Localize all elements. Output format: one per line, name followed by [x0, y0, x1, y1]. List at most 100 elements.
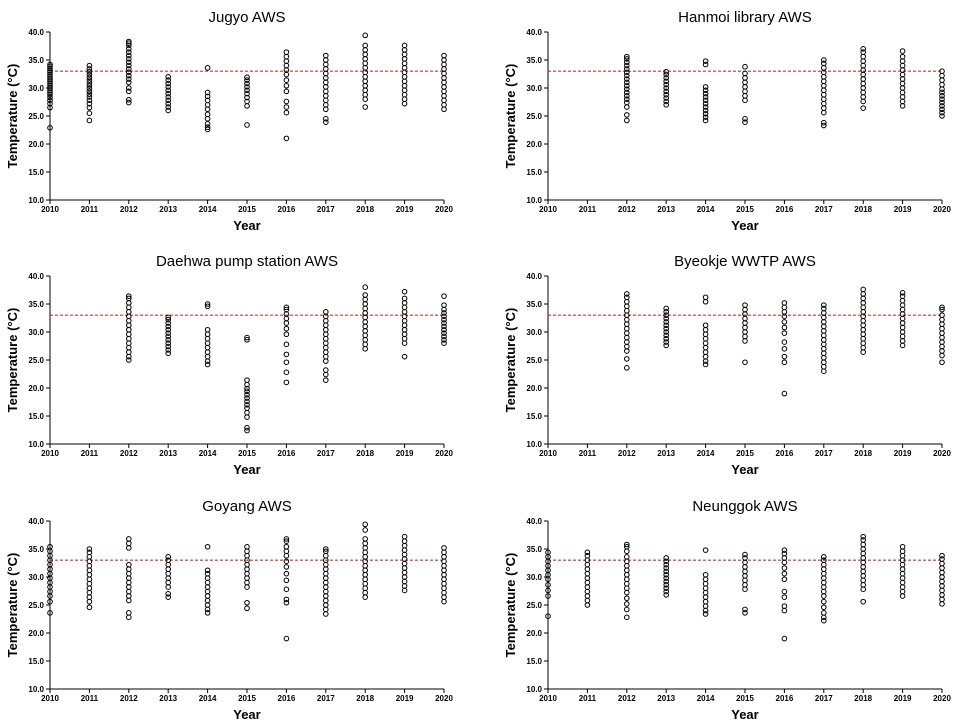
x-tick-label: 2017 — [317, 449, 335, 458]
data-point — [860, 98, 867, 105]
data-point — [283, 341, 290, 348]
x-tick-label: 2019 — [894, 694, 912, 703]
data-point — [860, 573, 867, 579]
data-point — [742, 586, 748, 593]
data-point — [165, 87, 171, 94]
data-point — [441, 106, 447, 113]
x-tick-label: 2020 — [435, 205, 453, 214]
data-point — [624, 69, 630, 76]
data-point — [244, 77, 250, 83]
data-point — [663, 305, 669, 312]
data-point — [126, 340, 132, 346]
data-point — [47, 63, 53, 69]
y-tick-label: 35.0 — [28, 300, 44, 309]
x-tick-label: 2013 — [657, 449, 675, 458]
data-point — [204, 102, 211, 108]
data-point — [939, 81, 945, 88]
data-point — [441, 70, 447, 77]
data-point — [939, 560, 945, 567]
data-point — [244, 579, 250, 586]
data-point — [742, 306, 748, 313]
data-point — [401, 288, 408, 295]
data-point — [939, 556, 945, 562]
y-axis-title: Temperature (°C) — [503, 553, 518, 658]
data-point — [860, 541, 867, 548]
data-point — [86, 74, 93, 81]
data-point — [441, 330, 447, 336]
data-point — [47, 610, 53, 616]
data-point — [47, 598, 53, 605]
y-tick-label: 20.0 — [526, 384, 542, 393]
data-point — [362, 104, 369, 110]
data-point — [204, 126, 211, 133]
data-point — [663, 319, 669, 325]
data-point — [323, 570, 329, 577]
data-point — [860, 71, 867, 78]
x-tick-label: 2016 — [278, 694, 296, 703]
x-tick-label: 2010 — [539, 449, 557, 458]
data-point — [86, 589, 93, 596]
data-point — [126, 545, 132, 551]
chart-panel-6: Neunggok AWS 10.0 15.0 20.0 25.0 30.0 35.0 40.0… — [503, 498, 951, 722]
data-point — [362, 567, 369, 574]
data-point — [702, 344, 709, 351]
data-point — [441, 567, 447, 574]
data-point — [86, 71, 93, 78]
data-point — [47, 97, 53, 104]
x-tick-label: 2015 — [238, 205, 256, 214]
data-point — [362, 87, 369, 94]
data-point — [86, 598, 93, 605]
data-point — [702, 100, 709, 107]
data-point — [47, 69, 53, 76]
data-point — [204, 303, 211, 310]
data-point — [204, 353, 211, 360]
data-point — [362, 314, 369, 321]
data-point — [742, 93, 748, 99]
data-point — [624, 93, 630, 99]
data-point — [362, 540, 369, 547]
data-point — [441, 293, 447, 299]
data-point — [362, 346, 369, 352]
data-point — [584, 566, 591, 572]
data-point — [126, 579, 132, 586]
data-point — [939, 99, 945, 106]
data-point — [742, 75, 748, 81]
data-point — [401, 533, 408, 540]
data-point — [86, 580, 93, 587]
y-tick-label: 20.0 — [526, 140, 542, 149]
data-point — [441, 576, 447, 583]
x-tick-label: 2020 — [435, 694, 453, 703]
data-point — [401, 560, 408, 567]
data-point — [821, 579, 827, 586]
data-point — [323, 335, 329, 342]
data-point — [624, 595, 630, 602]
data-point — [126, 353, 132, 360]
data-point — [663, 312, 669, 318]
data-point — [401, 91, 408, 98]
data-point — [204, 543, 211, 550]
data-point — [663, 309, 669, 315]
data-point — [204, 65, 211, 71]
data-point — [401, 353, 408, 360]
data-point — [860, 326, 867, 333]
data-point — [126, 56, 132, 62]
y-tick-label: 10.0 — [526, 685, 542, 694]
y-axis-title: Temperature (°C) — [503, 64, 518, 169]
data-point — [126, 96, 132, 103]
x-tick-label: 2018 — [854, 694, 872, 703]
data-point — [899, 324, 906, 331]
y-axis-title: Temperature (°C) — [5, 308, 20, 413]
y-tick-label: 25.0 — [526, 112, 542, 121]
data-point — [204, 340, 211, 346]
data-point — [204, 97, 211, 104]
data-point — [624, 307, 630, 314]
x-tick-label: 2018 — [854, 205, 872, 214]
chart-title: Byeokje WWTP AWS — [674, 253, 816, 270]
y-tick-label: 30.0 — [526, 573, 542, 582]
data-point — [126, 99, 132, 106]
data-point — [283, 552, 290, 559]
data-point — [624, 294, 630, 301]
data-point — [244, 84, 250, 90]
data-point — [663, 78, 669, 85]
data-point — [86, 80, 93, 86]
